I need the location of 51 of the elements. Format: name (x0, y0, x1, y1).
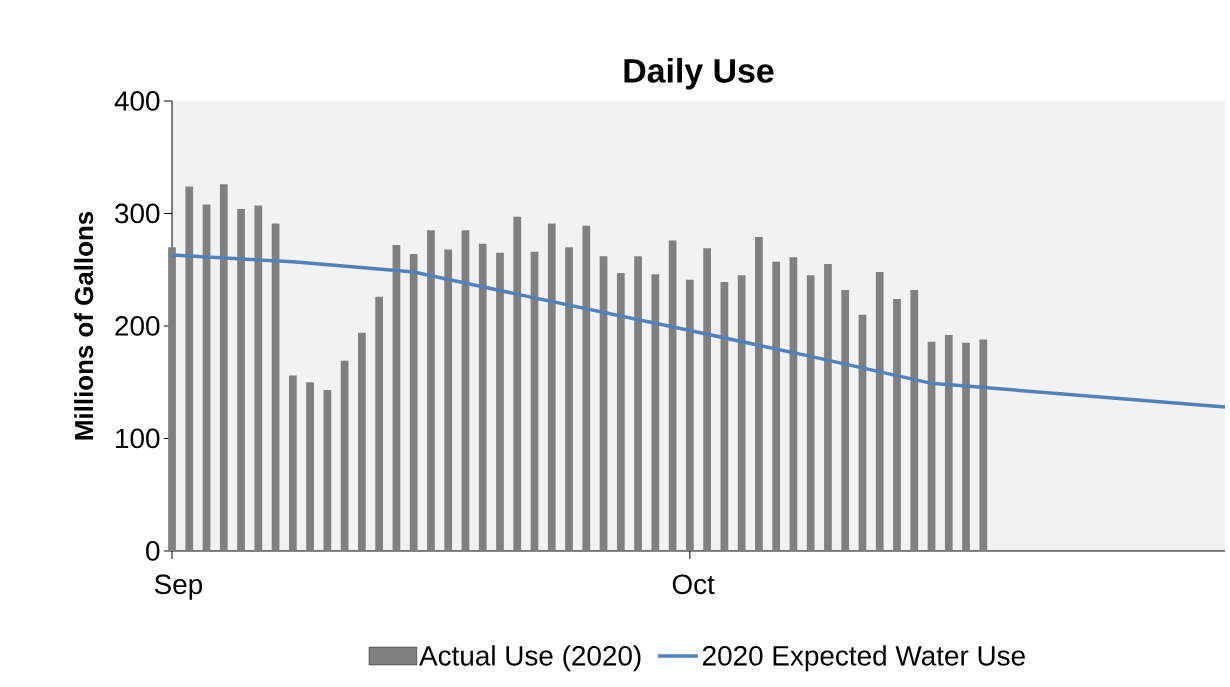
bar (288, 375, 297, 551)
chart-title: Daily Use (624, 57, 774, 90)
bar (358, 332, 366, 551)
bar (685, 279, 694, 551)
bar (910, 289, 919, 551)
bar (444, 249, 453, 551)
bar (651, 274, 660, 551)
y-tick-label: 200 (115, 316, 160, 336)
bar (703, 248, 711, 551)
y-axis-title: Millions of Gallons (74, 211, 94, 440)
y-tick-label: 400 (114, 91, 160, 111)
bar (478, 243, 487, 551)
bar (496, 252, 504, 551)
y-tick-label: 0 (146, 541, 160, 561)
bar (219, 184, 228, 551)
bar (237, 208, 245, 551)
bar (616, 273, 625, 551)
legend-label: 2020 Expected Water Use (702, 645, 1025, 672)
bar (772, 261, 781, 551)
line-series (170, 253, 1227, 409)
bar (375, 296, 384, 551)
bar (668, 240, 677, 551)
y-tick-label: 300 (115, 203, 160, 224)
bar (893, 298, 901, 551)
bar (409, 253, 418, 551)
bar (582, 225, 591, 551)
bar (185, 186, 194, 551)
legend-label: Actual Use (2020) (419, 645, 641, 672)
bar (547, 223, 556, 551)
bar (168, 247, 176, 551)
bar (461, 230, 470, 551)
bar (755, 237, 763, 551)
bar (565, 247, 573, 551)
bar (824, 264, 832, 551)
y-tick-label: 100 (116, 428, 160, 449)
bar (806, 275, 815, 551)
bar (841, 289, 850, 551)
bar (254, 205, 263, 551)
bar (306, 382, 314, 551)
bar (875, 271, 884, 551)
bar (427, 230, 435, 551)
x-tick-label: Oct (672, 574, 715, 595)
bar (962, 342, 970, 551)
bar (340, 360, 349, 551)
bar (634, 256, 642, 551)
bar (944, 334, 953, 551)
bar (737, 275, 746, 551)
bar (979, 339, 988, 551)
x-tick-label: Sep (154, 574, 203, 600)
bar (323, 390, 332, 551)
bar (513, 216, 522, 551)
